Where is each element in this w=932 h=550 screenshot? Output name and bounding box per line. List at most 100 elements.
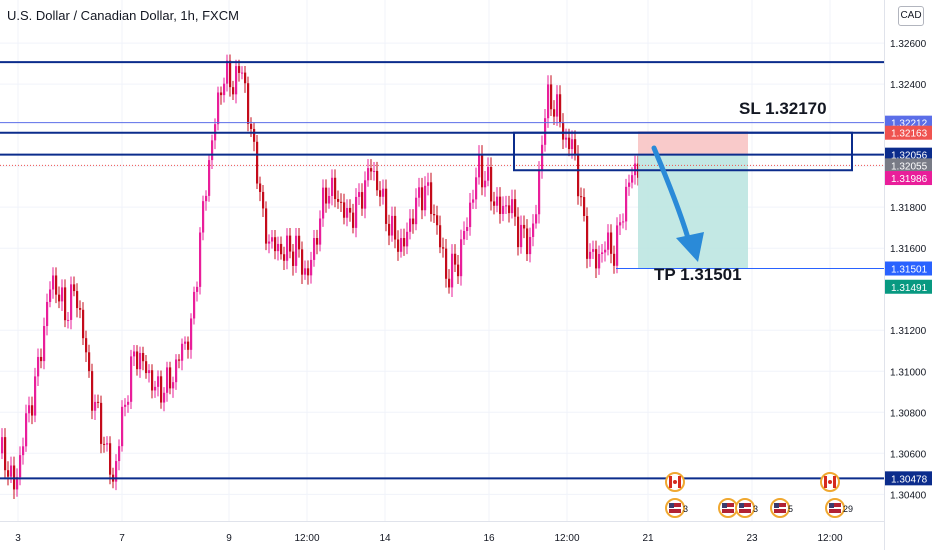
candle-body <box>352 212 355 228</box>
us-flag-icon <box>722 503 727 508</box>
candle-body <box>61 287 64 302</box>
time-tick-label: 14 <box>379 533 391 544</box>
currency-button[interactable]: CAD <box>898 6 924 26</box>
candle-body <box>181 343 184 361</box>
candle-body <box>400 238 403 252</box>
down-arrow-icon <box>651 145 691 241</box>
candle-body <box>436 215 439 226</box>
price-label: 1.31501 <box>891 264 928 275</box>
candle-body <box>154 386 157 391</box>
candle-body <box>10 465 13 477</box>
candle-body <box>247 83 250 124</box>
canada-flag-icon <box>833 476 836 488</box>
candle-body <box>628 182 631 187</box>
candle-body <box>145 361 148 374</box>
candle-body <box>373 170 376 172</box>
candle-body <box>211 140 214 161</box>
candle-body <box>385 188 388 224</box>
candle-body <box>106 443 109 445</box>
candle-body <box>184 341 187 344</box>
candle-body <box>346 207 349 218</box>
candle-body <box>253 128 256 142</box>
candle-body <box>55 275 58 295</box>
candle-body <box>361 192 364 209</box>
candle-body <box>376 170 379 191</box>
candle-body <box>271 237 274 242</box>
candle-body <box>193 291 196 319</box>
candle-body <box>313 238 316 260</box>
price-label-bg <box>885 158 932 173</box>
time-tick-label: 7 <box>119 533 125 544</box>
us-flag-icon <box>669 503 674 508</box>
candle-body <box>19 455 22 478</box>
candle-body <box>334 177 337 200</box>
candle-body <box>595 249 598 269</box>
candle-body <box>403 238 406 247</box>
candle-body <box>16 477 19 490</box>
candle-body <box>535 214 538 224</box>
candle-body <box>520 224 523 248</box>
candle-body <box>370 168 373 172</box>
candle-body <box>190 318 193 350</box>
time-tick-label: 12:00 <box>554 533 579 544</box>
candle-body <box>241 72 244 74</box>
event-count: 3 <box>753 504 758 514</box>
candle-body <box>220 92 223 96</box>
candle-body <box>343 202 346 218</box>
candle-body <box>415 197 418 225</box>
candle-body <box>541 144 544 171</box>
price-label-bg <box>885 125 932 140</box>
candle-body <box>244 72 247 84</box>
time-axis-bg <box>0 521 884 550</box>
candle-body <box>178 359 181 361</box>
candle-body <box>448 278 451 288</box>
price-label: 1.31491 <box>891 283 928 294</box>
event-count: 5 <box>788 504 793 514</box>
candle-body <box>4 437 7 471</box>
candle-body <box>421 187 424 211</box>
candle-body <box>604 249 607 253</box>
price-label: 1.32055 <box>891 161 928 172</box>
down-arrow-head-icon <box>676 232 704 262</box>
candle-body <box>592 249 595 252</box>
candle-body <box>43 326 46 362</box>
time-tick-label: 23 <box>746 533 758 544</box>
candle-body <box>625 186 628 222</box>
candle-body <box>493 201 496 206</box>
candle-body <box>460 239 463 277</box>
price-label-bg <box>885 471 932 486</box>
candle-body <box>283 254 286 261</box>
candle-body <box>94 401 97 411</box>
candle-body <box>238 66 241 73</box>
candle-body <box>610 232 613 254</box>
candle-body <box>232 87 235 95</box>
candle-body <box>478 154 481 178</box>
candle-body <box>217 92 220 125</box>
price-label: 1.30478 <box>891 474 928 485</box>
candle-body <box>565 137 568 140</box>
candle-body <box>127 401 130 405</box>
take-profit-label: TP 1.31501 <box>654 265 742 284</box>
candle-body <box>532 223 535 237</box>
price-tick-label: 1.31200 <box>890 326 927 337</box>
candle-body <box>622 221 625 223</box>
candle-body <box>262 191 265 209</box>
time-tick-label: 16 <box>483 533 495 544</box>
candle-body <box>619 222 622 226</box>
candle-body <box>442 247 445 249</box>
candle-body <box>496 196 499 206</box>
canada-flag-icon <box>673 480 677 484</box>
candle-body <box>124 404 127 407</box>
candle-body <box>223 83 226 96</box>
us-flag-icon <box>739 503 744 508</box>
time-tick-label: 3 <box>15 533 21 544</box>
price-tick-label: 1.30600 <box>890 449 927 460</box>
candle-body <box>73 284 76 292</box>
candle-body <box>259 183 262 192</box>
candle-body <box>571 139 574 150</box>
time-tick-label: 12:00 <box>817 533 842 544</box>
candle-body <box>586 215 589 259</box>
candle-body <box>328 195 331 204</box>
candle-body <box>511 199 514 214</box>
